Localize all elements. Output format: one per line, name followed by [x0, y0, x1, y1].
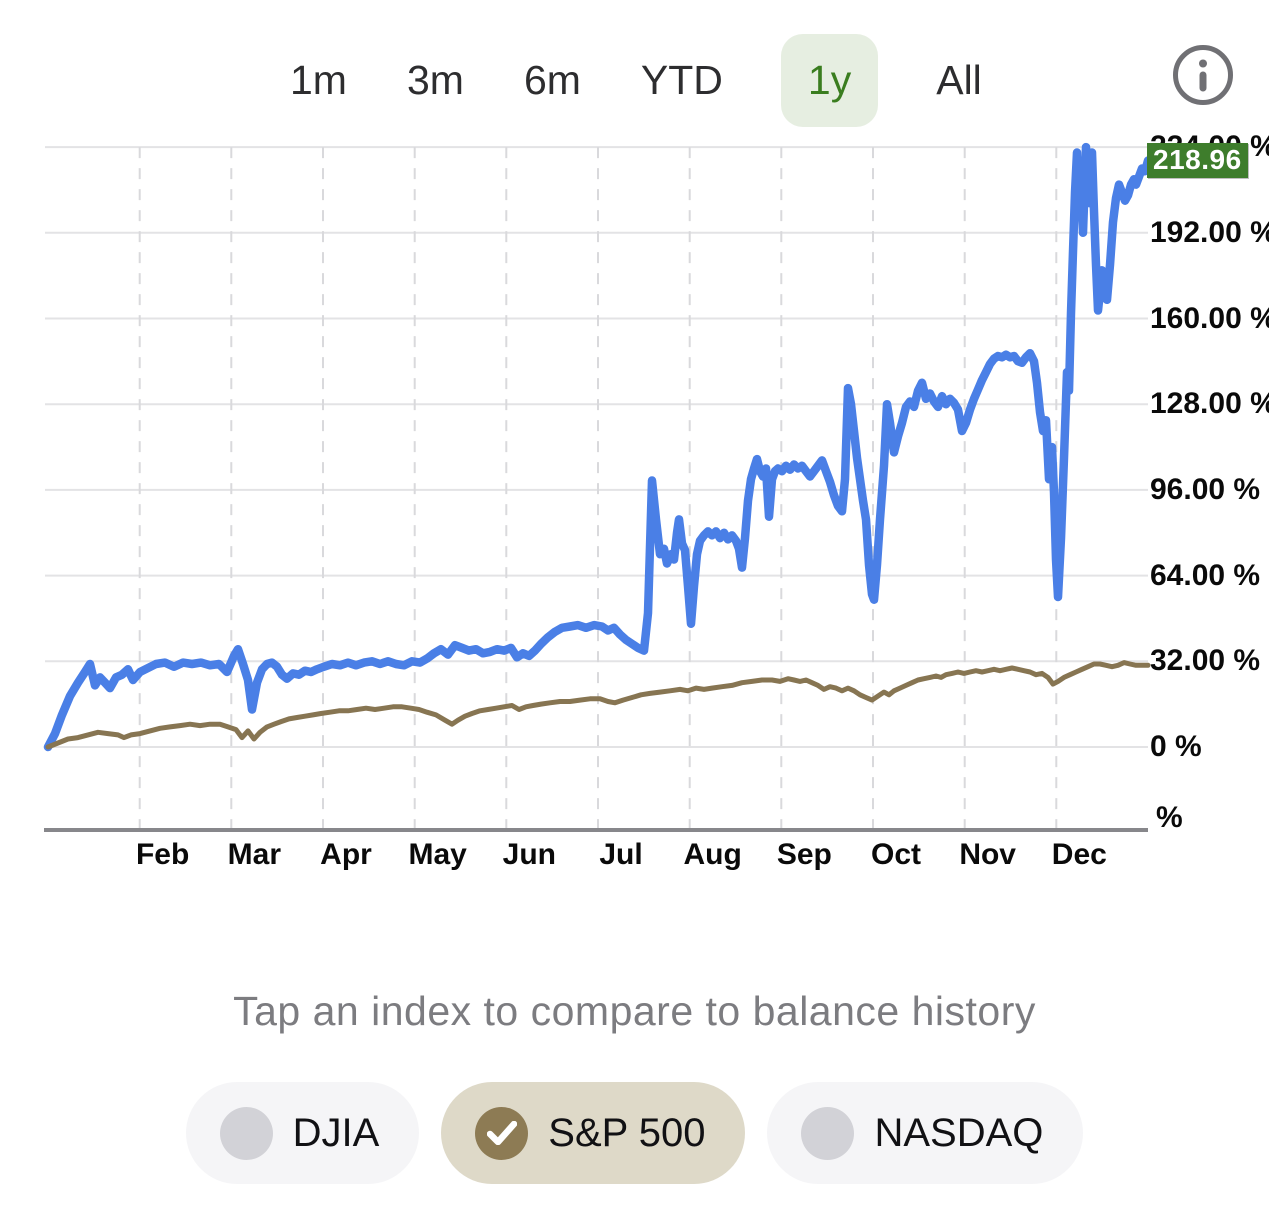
balance-history-chart[interactable]: 224.00 % 192.00 % 160.00 % 128.00 % 96.0…	[0, 130, 1269, 890]
radio-circle-icon	[219, 1106, 273, 1160]
checkmark-icon	[475, 1106, 529, 1160]
index-pill-label: NASDAQ	[874, 1111, 1044, 1155]
range-tab-1m[interactable]: 1m	[290, 56, 347, 103]
info-icon	[1173, 45, 1233, 105]
chart-canvas	[43, 142, 1153, 832]
index-pill-row: DJIA S&P 500 NASDAQ	[0, 1082, 1269, 1184]
index-pill-label: DJIA	[292, 1111, 380, 1155]
range-tab-3m[interactable]: 3m	[406, 56, 464, 103]
radio-circle-icon	[801, 1106, 855, 1160]
range-tab-ytd[interactable]: YTD	[640, 56, 723, 103]
index-pill-nasdaq[interactable]: NASDAQ	[767, 1082, 1084, 1184]
range-selector: 1m 3m 6m YTD 1y All	[288, 28, 984, 132]
range-tab-all[interactable]: All	[936, 56, 982, 103]
range-tab-1y[interactable]: 1y	[780, 33, 879, 127]
index-pill-djia[interactable]: DJIA	[185, 1082, 420, 1184]
info-button[interactable]	[1172, 44, 1234, 106]
index-pill-label: S&P 500	[548, 1111, 706, 1155]
compare-hint: Tap an index to compare to balance histo…	[233, 988, 1036, 1034]
index-pill-sp500[interactable]: S&P 500	[441, 1082, 746, 1184]
range-tab-6m[interactable]: 6m	[523, 56, 581, 103]
